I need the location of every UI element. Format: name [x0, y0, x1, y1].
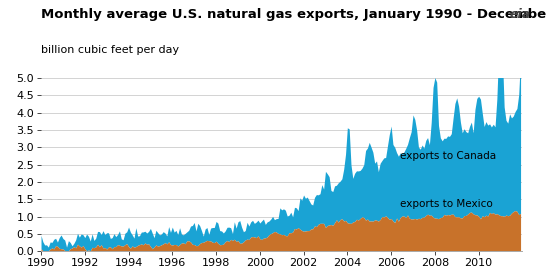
Text: eia: eia: [509, 8, 531, 21]
Text: exports to Canada: exports to Canada: [400, 151, 496, 161]
Text: Monthly average U.S. natural gas exports, January 1990 - December 2011: Monthly average U.S. natural gas exports…: [41, 8, 547, 21]
Text: billion cubic feet per day: billion cubic feet per day: [41, 45, 179, 55]
Text: exports to Mexico: exports to Mexico: [400, 199, 492, 210]
